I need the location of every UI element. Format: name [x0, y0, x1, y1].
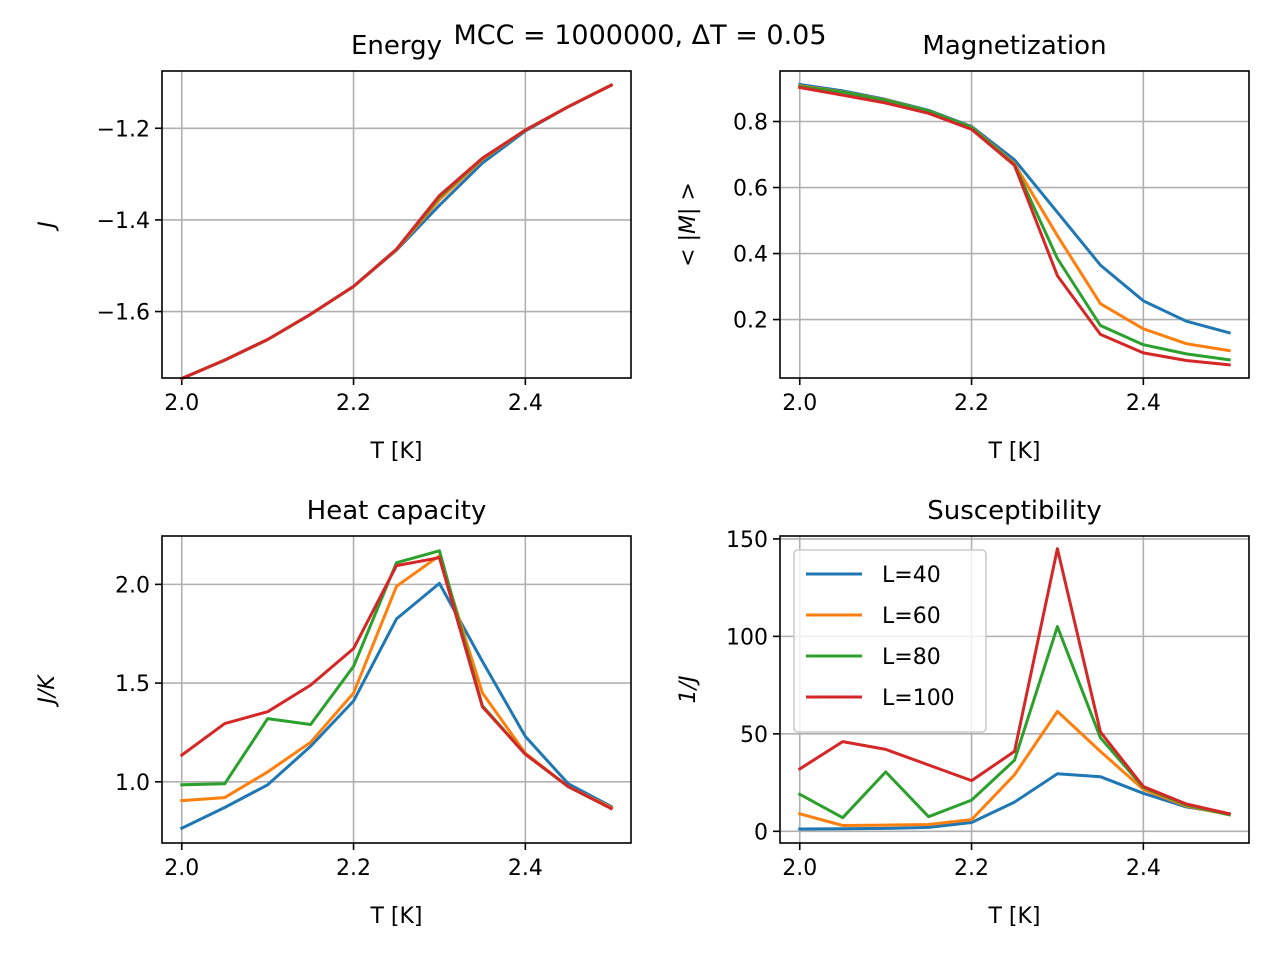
subplot-title: Magnetization	[922, 31, 1106, 61]
y-tick-label: −1.6	[97, 301, 150, 326]
x-tick-label: 2.2	[336, 856, 371, 881]
series-line-l-60	[797, 709, 1231, 827]
series-line-l-100	[179, 83, 614, 381]
y-axis-label: J	[35, 221, 60, 232]
y-tick-label: −1.4	[97, 209, 150, 234]
legend: L=40 L=60 L=80 L=100	[793, 549, 987, 733]
y-tick-label: 150	[726, 528, 768, 553]
panel-susceptibility: 2.0 2.2 2.4 0 50 100 150 Susceptibility T [K] 1/J…	[676, 496, 1250, 929]
x-tick-label: 2.0	[782, 856, 817, 881]
subplot-title: Susceptibility	[927, 496, 1102, 526]
y-tick-label: 0.2	[733, 309, 768, 334]
panel-energy: 2.0 2.2 2.4 −1.2 −1.4 −1.6 Energy T [K] J	[35, 31, 632, 464]
legend-label: L=100	[882, 686, 955, 711]
y-tick-label: 0.4	[733, 243, 768, 268]
y-tick-label: 0.8	[733, 111, 768, 136]
subplot-title: Energy	[351, 31, 442, 61]
x-tick-label: 2.4	[508, 391, 543, 416]
x-tick-label: 2.4	[1126, 856, 1161, 881]
y-tick-label: 0	[754, 820, 768, 845]
series-line-l-100	[179, 556, 614, 811]
panel-magnetization: 2.0 2.2 2.4 0.2 0.4 0.6 0.8 Magnetization T [K] <…	[676, 31, 1250, 464]
axes-frame	[161, 535, 632, 844]
x-tick-label: 2.2	[336, 391, 371, 416]
axes-frame	[779, 535, 1250, 844]
subplot-title: Heat capacity	[307, 496, 487, 526]
y-axis-label: 1/J	[676, 676, 701, 704]
y-tick-label: 0.6	[733, 177, 768, 202]
axes-frame	[779, 70, 1250, 379]
y-tick-label: 100	[726, 625, 768, 650]
y-axis-label: < |M| >	[676, 182, 701, 267]
y-axis-label: J/K	[35, 674, 60, 708]
y-tick-label: 1.0	[115, 771, 150, 796]
x-tick-label: 2.4	[508, 856, 543, 881]
x-tick-label: 2.2	[954, 391, 989, 416]
x-tick-label: 2.0	[782, 391, 817, 416]
legend-label: L=80	[882, 645, 941, 670]
panel-heat-capacity: 2.0 2.2 2.4 1.0 1.5 2.0 Heat capacity T [K] J/K	[35, 496, 632, 929]
y-tick-label: −1.2	[97, 117, 150, 142]
series-line-l-100	[798, 85, 1231, 367]
legend-label: L=60	[882, 604, 941, 629]
legend-label: L=40	[882, 563, 941, 588]
x-axis-label: T [K]	[987, 904, 1040, 929]
x-tick-label: 2.4	[1126, 391, 1161, 416]
x-axis-label: T [K]	[369, 439, 422, 464]
series-line-l-40	[798, 772, 1231, 831]
figure-suptitle: MCC = 1000000, ΔT = 0.05	[453, 20, 826, 51]
y-tick-label: 1.5	[115, 672, 150, 697]
series-line-l-40	[179, 581, 614, 831]
legend-box	[793, 549, 987, 733]
y-tick-label: 50	[740, 723, 768, 748]
series-line-l-100	[797, 547, 1231, 816]
x-tick-label: 2.2	[954, 856, 989, 881]
axes-frame	[161, 70, 632, 379]
x-tick-label: 2.0	[164, 391, 199, 416]
x-tick-label: 2.0	[164, 856, 199, 881]
x-axis-label: T [K]	[369, 904, 422, 929]
x-axis-label: T [K]	[987, 439, 1040, 464]
y-tick-label: 2.0	[115, 573, 150, 598]
